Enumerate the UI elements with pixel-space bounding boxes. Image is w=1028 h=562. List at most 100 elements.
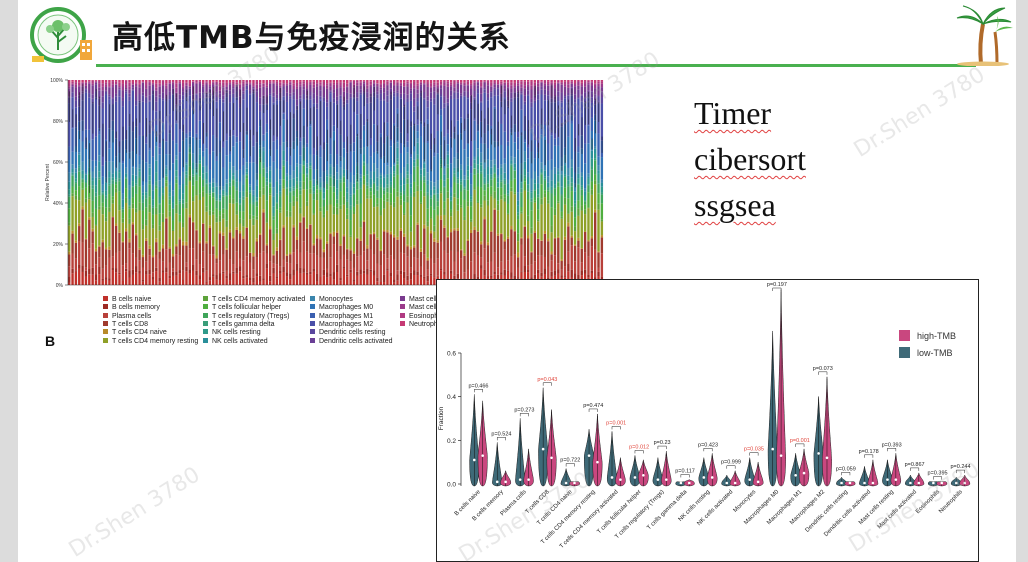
bar-highlight — [467, 113, 469, 144]
bar-segment — [567, 167, 570, 176]
bar-segment — [165, 154, 168, 166]
bar-segment — [222, 208, 225, 214]
bar-highlight — [79, 92, 80, 140]
bar-segment — [493, 84, 496, 88]
bar-segment — [526, 238, 530, 266]
bar-segment — [392, 91, 396, 94]
bar-segment — [352, 281, 356, 285]
bar-segment — [225, 86, 228, 90]
watermark: Dr.Shen 3780 — [64, 462, 205, 562]
bar-segment — [349, 93, 352, 98]
bar-segment — [476, 131, 480, 149]
bar-segment — [325, 181, 329, 184]
bar-segment — [305, 82, 309, 86]
bar-segment — [114, 96, 118, 102]
bar-segment — [98, 81, 101, 84]
bar-segment — [419, 276, 423, 285]
bar-highlight — [404, 104, 405, 148]
bar-segment — [255, 80, 259, 82]
legend-item-macrophages-m0: Macrophages M0 — [310, 304, 373, 312]
bar-highlight — [437, 89, 439, 115]
bar-segment — [543, 94, 547, 101]
bar-segment — [141, 101, 145, 136]
bar-highlight — [581, 117, 583, 154]
bar-segment — [151, 82, 155, 84]
bar-segment — [145, 207, 148, 220]
bar-segment — [91, 188, 94, 201]
bar-segment — [543, 190, 547, 194]
bar-segment — [198, 193, 202, 200]
bar-segment — [161, 248, 165, 262]
bar-segment — [426, 269, 429, 276]
bar-segment — [232, 185, 235, 199]
bar-highlight — [182, 124, 184, 168]
bar-segment — [315, 86, 319, 96]
bar-segment — [145, 190, 148, 193]
bar-segment — [513, 170, 516, 179]
bar-segment — [71, 230, 74, 234]
bar-segment — [155, 96, 158, 102]
bar-segment — [195, 80, 198, 81]
bar-segment — [269, 149, 272, 167]
bar-segment — [473, 120, 476, 141]
bar-segment — [563, 84, 567, 87]
bar-segment — [198, 164, 202, 177]
bar-segment — [426, 100, 429, 108]
bar-segment — [362, 273, 366, 285]
bar-segment — [128, 86, 131, 90]
bar-segment — [533, 158, 537, 172]
bar-segment — [573, 80, 577, 84]
bar-segment — [302, 189, 305, 217]
bar-segment — [232, 93, 235, 98]
bar-segment — [168, 248, 171, 263]
bar-highlight — [531, 140, 533, 164]
bar-highlight — [347, 136, 348, 180]
bar-highlight — [424, 122, 426, 162]
bar-segment — [305, 173, 309, 175]
bar-segment — [466, 239, 470, 241]
bar-segment — [339, 280, 342, 285]
bar-segment — [202, 267, 205, 273]
bar-segment — [490, 174, 493, 177]
bar-segment — [459, 93, 463, 96]
bar-segment — [567, 180, 570, 185]
bar-segment — [597, 170, 600, 174]
bar-segment — [84, 92, 88, 130]
bar-segment — [158, 230, 161, 251]
bar-segment — [285, 272, 289, 277]
bar-segment — [161, 80, 165, 85]
bar-segment — [232, 88, 235, 94]
bar-segment — [185, 138, 188, 163]
bar-segment — [403, 99, 406, 107]
bar-segment — [118, 172, 121, 179]
bar-segment — [563, 276, 567, 278]
bar-segment — [346, 248, 349, 250]
bar-segment — [409, 100, 413, 127]
bar-segment — [208, 193, 212, 196]
bar-segment — [503, 97, 506, 132]
bar-segment — [436, 198, 439, 202]
bar-segment — [359, 188, 362, 204]
bar-segment — [600, 253, 604, 277]
bar-segment — [466, 165, 470, 171]
bar-segment — [563, 80, 567, 82]
x-tick-label: T cells follicular helper — [596, 489, 642, 535]
bar-segment — [104, 190, 108, 196]
bar-segment — [449, 137, 453, 164]
bar-segment — [228, 195, 232, 199]
bar-segment — [423, 84, 426, 92]
bar-segment — [587, 80, 590, 83]
bar-segment — [101, 268, 104, 279]
bar-segment — [282, 82, 285, 84]
bar-segment — [319, 182, 322, 188]
p-value-label: p=0.393 — [882, 442, 902, 448]
bar-segment — [305, 147, 309, 164]
bar-segment — [285, 141, 289, 162]
bar-segment — [577, 146, 580, 153]
violin-median — [963, 481, 967, 485]
bar-segment — [570, 80, 573, 82]
bar-segment — [309, 224, 312, 254]
bar-segment — [359, 186, 362, 189]
bar-segment — [352, 151, 356, 176]
bar-segment — [496, 168, 500, 176]
